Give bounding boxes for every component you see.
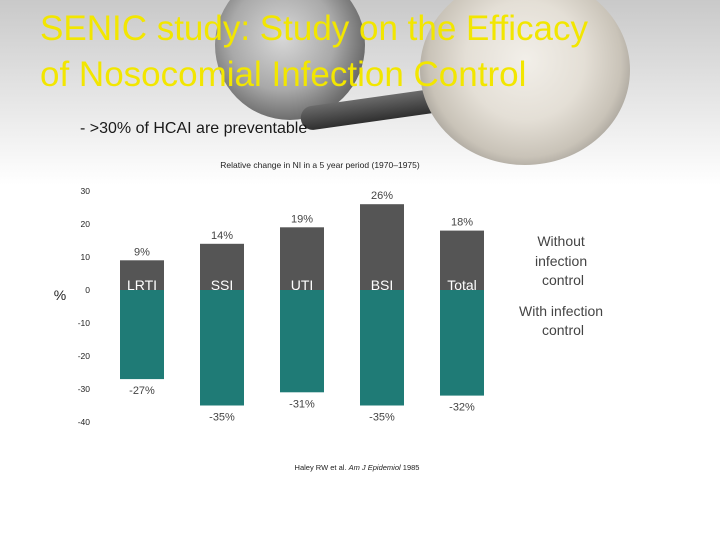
legend-with-control-line-2: control bbox=[542, 322, 584, 338]
value-label-with-control-total: -32% bbox=[449, 402, 475, 414]
bar-without-control-lrti bbox=[120, 260, 164, 290]
category-label-bsi: BSI bbox=[371, 277, 394, 293]
citation: Haley RW et al. Am J Epidemiol 1985 bbox=[295, 463, 420, 472]
category-label-uti: UTI bbox=[291, 277, 314, 293]
bars-without-control bbox=[120, 204, 484, 290]
legend-without-control-line-2: infection bbox=[535, 253, 587, 269]
y-tick-label: 30 bbox=[81, 186, 91, 196]
y-axis-ticks: 30 20 10 0 -10 -20 -30 -40 bbox=[78, 186, 91, 427]
value-label-without-control-lrti: 9% bbox=[134, 246, 150, 258]
bar-with-control-bsi bbox=[360, 290, 404, 406]
category-labels: LRTI SSI UTI BSI Total bbox=[127, 277, 477, 293]
citation-year: 1985 bbox=[401, 463, 420, 472]
value-label-with-control-bsi: -35% bbox=[369, 412, 395, 424]
bar-without-control-uti bbox=[280, 227, 324, 290]
legend-with-control: With infection control bbox=[519, 303, 607, 338]
chart-title: Relative change in NI in a 5 year period… bbox=[220, 160, 420, 170]
category-label-ssi: SSI bbox=[211, 277, 234, 293]
category-label-lrti: LRTI bbox=[127, 277, 157, 293]
bar-with-control-lrti bbox=[120, 290, 164, 380]
y-tick-label: 0 bbox=[85, 285, 90, 295]
bullet-point: - >30% of HCAI are preventable bbox=[80, 120, 308, 137]
header-banner bbox=[0, 0, 720, 185]
value-label-without-control-bsi: 26% bbox=[371, 190, 393, 202]
y-axis-label: % bbox=[54, 287, 66, 303]
legend-with-control-line-1: With infection bbox=[519, 303, 603, 319]
y-tick-label: 10 bbox=[81, 252, 91, 262]
y-tick-label: -40 bbox=[78, 417, 91, 427]
stethoscope-chestpiece-image bbox=[420, 0, 630, 165]
bar-without-control-bsi bbox=[360, 204, 404, 290]
slide-title-line-2: of Nosocomial Infection Control bbox=[40, 55, 527, 94]
bar-with-control-uti bbox=[280, 290, 324, 393]
y-tick-label: 20 bbox=[81, 219, 91, 229]
value-label-with-control-ssi: -35% bbox=[209, 412, 235, 424]
bars-with-control bbox=[120, 290, 484, 406]
stethoscope-ring-image bbox=[215, 0, 365, 120]
bar-with-control-total bbox=[440, 290, 484, 396]
bar-without-control-ssi bbox=[200, 243, 244, 290]
y-tick-label: -10 bbox=[78, 318, 91, 328]
slide-title-line-1: SENIC study: Study on the Efficacy bbox=[40, 9, 588, 48]
value-label-without-control-ssi: 14% bbox=[211, 230, 233, 242]
citation-authors: Haley RW et al. bbox=[295, 463, 349, 472]
bar-with-control-ssi bbox=[200, 290, 244, 406]
citation-journal: Am J Epidemiol bbox=[348, 463, 401, 472]
value-label-with-control-uti: -31% bbox=[289, 398, 315, 410]
y-tick-label: -20 bbox=[78, 351, 91, 361]
value-label-without-control-uti: 19% bbox=[291, 213, 313, 225]
legend-without-control-line-1: Without bbox=[537, 233, 585, 249]
value-label-with-control-lrti: -27% bbox=[129, 385, 155, 397]
slide-title: SENIC study: Study on the Efficacy of No… bbox=[40, 6, 588, 98]
bar-without-control-total bbox=[440, 230, 484, 290]
value-label-without-control-total: 18% bbox=[451, 217, 473, 229]
legend-without-control: Without infection control bbox=[535, 233, 591, 288]
data-labels: 9% -27% 14% -35% 19% -31% 26% -35% 18% -32% bbox=[129, 190, 475, 423]
y-tick-label: -30 bbox=[78, 384, 91, 394]
category-label-total: Total bbox=[447, 277, 477, 293]
legend-without-control-line-3: control bbox=[542, 272, 584, 288]
